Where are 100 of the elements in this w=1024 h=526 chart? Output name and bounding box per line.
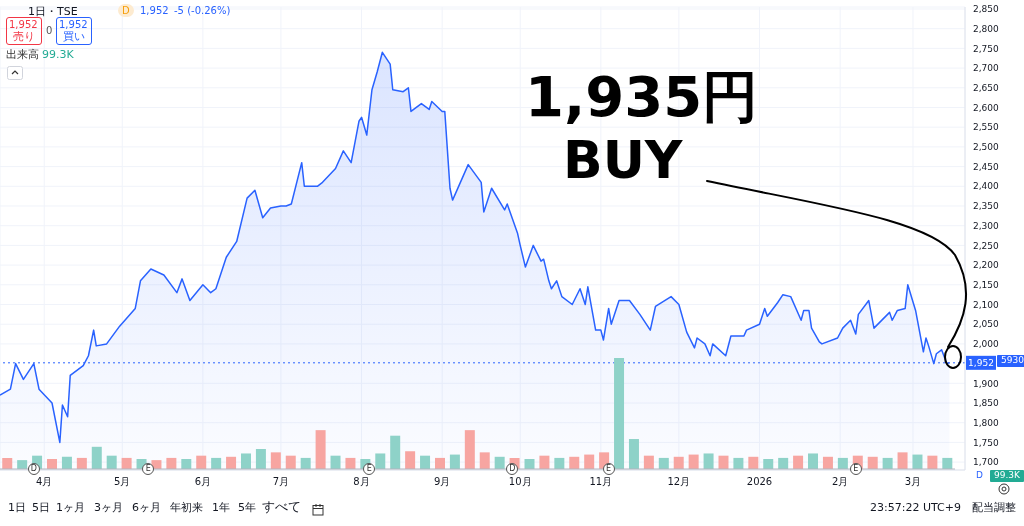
text: 1年 <box>212 501 230 515</box>
annotation: 買い <box>63 30 85 44</box>
bar <box>464 430 475 469</box>
y-tick-label: 2,800 <box>973 23 1000 34</box>
x-tick-label: 3月 <box>904 476 922 488</box>
y-tick-label: 1,900 <box>973 378 1000 389</box>
text: 99.3K <box>990 470 1024 482</box>
annotation: 売り <box>13 30 35 44</box>
y-tick-label: 2,500 <box>973 142 1000 153</box>
bar <box>494 456 505 469</box>
bar <box>614 358 625 469</box>
annotation: E <box>363 463 376 475</box>
text: すべて <box>262 499 301 515</box>
bar <box>91 446 102 469</box>
text: 3ヶ月 <box>94 501 123 515</box>
bar <box>673 456 684 469</box>
annotation: 出来高 <box>6 48 39 62</box>
bar <box>479 452 490 469</box>
bar <box>733 457 744 469</box>
y-tick-label: 1,800 <box>973 417 1000 428</box>
text: 配当調整 <box>972 501 1016 515</box>
bar <box>927 455 938 469</box>
x-tick-label: 6月 <box>194 476 212 488</box>
bar <box>867 456 878 469</box>
bar <box>47 459 57 469</box>
bar <box>2 457 13 469</box>
bar <box>748 456 759 469</box>
bar <box>226 456 237 469</box>
bar <box>643 455 654 469</box>
y-tick-label: 2,750 <box>973 43 1000 54</box>
y-tick-label: 2,400 <box>973 181 1000 192</box>
annotation: 0 <box>46 25 53 36</box>
bar <box>449 454 460 469</box>
y-tick-label: 2,100 <box>973 299 1000 310</box>
y-tick-label: 2,850 <box>973 4 1000 15</box>
x-tick-label: 11月 <box>589 476 613 488</box>
annotation: BUY <box>563 130 683 190</box>
x-tick-label: 10月 <box>508 476 532 488</box>
y-tick-label: 2,700 <box>973 63 1000 74</box>
bar <box>375 453 386 469</box>
ref-line-label: 1,952 <box>968 357 994 368</box>
text: D <box>976 470 983 481</box>
x-tick-label: 2026 <box>746 476 773 488</box>
bar <box>181 459 192 469</box>
y-tick-label: 2,550 <box>973 122 1000 133</box>
text: 5年 <box>238 501 256 515</box>
annotation: 1,935円 <box>525 64 759 129</box>
bar <box>345 457 356 469</box>
annotation: E <box>849 463 862 475</box>
bar <box>405 451 416 469</box>
x-tick-label: 7月 <box>272 476 290 488</box>
annotation: 99.3K <box>42 48 74 62</box>
bar <box>196 455 207 469</box>
annotation: D <box>118 4 134 17</box>
text: 5日 <box>32 501 50 515</box>
y-tick-label: 1,700 <box>973 457 1000 468</box>
annotation: -5 (-0.26%) <box>174 5 231 16</box>
bar <box>808 453 819 469</box>
bar <box>17 460 28 469</box>
x-tick-label: 9月 <box>434 476 451 488</box>
bar <box>420 455 431 469</box>
y-tick-label: 2,600 <box>973 102 1000 113</box>
bar <box>942 457 953 469</box>
annotation: E <box>602 463 615 475</box>
y-tick-label: 2,350 <box>973 201 1000 212</box>
x-tick-label: 4月 <box>36 476 53 488</box>
bar <box>897 452 908 469</box>
bar <box>106 455 117 469</box>
bar <box>628 439 639 469</box>
bar <box>270 452 281 469</box>
bar <box>434 457 445 469</box>
bar <box>255 449 266 469</box>
bar <box>240 453 251 469</box>
y-tick-label: 2,150 <box>973 279 1000 290</box>
bar <box>330 455 341 469</box>
y-tick-label: 2,250 <box>973 240 1000 251</box>
bar <box>554 457 565 469</box>
chart-title: 1日・TSE <box>28 4 78 19</box>
y-tick-label: 2,050 <box>973 319 1000 330</box>
bar <box>793 455 804 469</box>
y-tick-label: 2,650 <box>973 82 1000 93</box>
text: 年初来 <box>170 501 203 515</box>
bar <box>912 454 923 469</box>
bar <box>837 457 848 469</box>
y-tick-label: 1,850 <box>973 398 1000 409</box>
x-tick-label: 5月 <box>114 476 131 488</box>
text: 1ヶ月 <box>56 501 85 515</box>
x-tick-label: 2月 <box>831 476 849 488</box>
text: 1日 <box>8 501 26 515</box>
annotation: 1,952 <box>9 19 38 30</box>
bar <box>315 430 326 469</box>
bar <box>285 455 296 469</box>
bar <box>390 435 401 469</box>
bar <box>882 457 893 469</box>
text: 6ヶ月 <box>132 501 161 515</box>
annotation: 1,952 <box>59 19 88 30</box>
annotation: D <box>506 463 519 475</box>
text: 5930 <box>997 355 1024 367</box>
bar <box>718 455 729 469</box>
bar <box>539 455 550 469</box>
